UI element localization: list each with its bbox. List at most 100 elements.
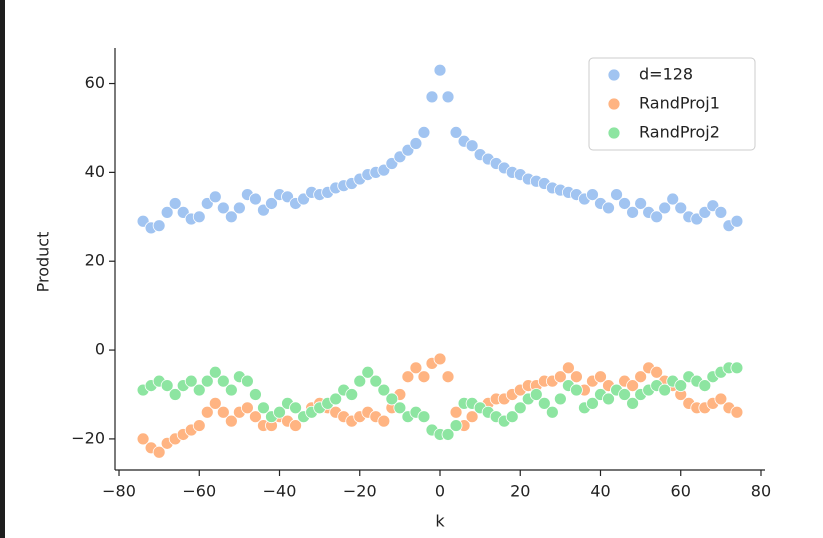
scatter-point bbox=[545, 405, 559, 419]
scatter-point bbox=[650, 365, 664, 379]
scatter-point bbox=[265, 197, 278, 210]
x-tick-label: 80 bbox=[751, 482, 771, 501]
scatter-point bbox=[241, 374, 254, 388]
x-tick-label: 40 bbox=[590, 482, 610, 501]
scatter-point bbox=[602, 392, 615, 406]
scatter-point bbox=[377, 383, 391, 397]
scatter-point bbox=[353, 374, 367, 388]
legend-label: RandProj1 bbox=[639, 94, 720, 113]
scatter-point bbox=[586, 188, 599, 201]
legend-box bbox=[588, 57, 756, 151]
scatter-point bbox=[449, 419, 463, 432]
scatter-point bbox=[714, 392, 728, 406]
scatter-point bbox=[160, 379, 174, 393]
scatter-point bbox=[441, 428, 455, 441]
scatter-point bbox=[610, 188, 623, 201]
scatter-point bbox=[208, 365, 222, 379]
scatter-point bbox=[666, 192, 680, 206]
scatter-point bbox=[192, 383, 206, 397]
x-tick-label: −40 bbox=[263, 482, 297, 501]
scatter-point bbox=[425, 90, 439, 104]
scatter-point bbox=[730, 214, 744, 228]
scatter-point bbox=[658, 383, 672, 397]
legend-label: RandProj2 bbox=[639, 123, 720, 142]
scatter-point bbox=[658, 201, 672, 215]
scatter-point bbox=[377, 414, 391, 428]
scatter-point bbox=[216, 374, 230, 388]
scatter-point bbox=[553, 370, 567, 384]
scatter-point bbox=[208, 396, 222, 410]
scatter-point bbox=[634, 197, 648, 210]
scatter-point bbox=[433, 352, 447, 366]
scatter-point bbox=[152, 445, 166, 459]
window-edge bbox=[0, 0, 5, 538]
x-tick-label: −20 bbox=[343, 482, 377, 501]
scatter-point bbox=[449, 405, 463, 419]
x-tick-label: 0 bbox=[435, 482, 445, 501]
x-axis-label: k bbox=[435, 512, 445, 531]
scatter-point bbox=[224, 383, 238, 397]
scatter-point bbox=[200, 405, 214, 419]
scatter-point bbox=[369, 374, 383, 388]
scatter-point bbox=[192, 210, 206, 224]
scatter-point bbox=[570, 383, 583, 397]
scatter-point bbox=[618, 197, 631, 210]
scatter-point bbox=[136, 432, 150, 446]
scatter-point bbox=[417, 125, 431, 139]
y-tick-label: 40 bbox=[85, 162, 105, 181]
scatter-point bbox=[216, 201, 230, 215]
scatter-point bbox=[200, 374, 214, 388]
scatter-point bbox=[417, 410, 431, 424]
scatter-point bbox=[537, 396, 551, 410]
scatter-point bbox=[289, 419, 302, 432]
legend-marker bbox=[607, 126, 621, 140]
scatter-point bbox=[168, 388, 182, 401]
y-tick-label: 60 bbox=[85, 73, 105, 92]
scatter-point bbox=[626, 205, 639, 219]
scatter-point bbox=[168, 197, 182, 210]
scatter-point bbox=[160, 205, 174, 219]
scatter-point bbox=[345, 388, 359, 401]
scatter-point bbox=[192, 419, 206, 432]
legend-label: d=128 bbox=[639, 65, 693, 84]
scatter-point bbox=[241, 401, 254, 415]
scatter-point bbox=[393, 401, 407, 415]
scatter-point bbox=[570, 370, 583, 384]
scatter-point bbox=[586, 396, 599, 410]
scatter-point bbox=[714, 205, 728, 219]
scatter-point bbox=[553, 392, 567, 406]
scatter-point bbox=[232, 201, 246, 215]
scatter-point bbox=[594, 370, 607, 384]
scatter-point bbox=[409, 137, 423, 150]
scatter-point bbox=[441, 90, 455, 104]
scatter-point bbox=[505, 410, 519, 424]
scatter-point bbox=[184, 374, 198, 388]
scatter-point bbox=[626, 396, 639, 410]
scatter-point bbox=[465, 139, 479, 153]
scatter-point bbox=[650, 210, 664, 224]
scatter-point bbox=[513, 401, 527, 415]
scatter-point bbox=[329, 392, 343, 406]
scatter-point bbox=[249, 192, 262, 206]
scatter-point bbox=[401, 370, 415, 384]
x-tick-label: −80 bbox=[102, 482, 136, 501]
scatter-point bbox=[273, 405, 286, 419]
x-tick-label: −60 bbox=[182, 482, 216, 501]
y-tick-label: 20 bbox=[85, 251, 105, 270]
scatter-point bbox=[361, 365, 375, 379]
scatter-point bbox=[698, 379, 712, 393]
scatter-point bbox=[224, 210, 238, 224]
scatter-point bbox=[441, 370, 455, 384]
y-tick-label: 0 bbox=[95, 340, 105, 359]
scatter-point bbox=[618, 388, 631, 401]
scatter-point bbox=[417, 370, 431, 384]
x-tick-label: 60 bbox=[671, 482, 691, 501]
legend-marker bbox=[607, 68, 621, 82]
scatter-point bbox=[152, 219, 166, 233]
scatter-point bbox=[224, 414, 238, 428]
scatter-point bbox=[529, 388, 543, 401]
scatter-point bbox=[730, 361, 744, 375]
scatter-point bbox=[409, 361, 423, 375]
legend-marker bbox=[607, 97, 621, 111]
